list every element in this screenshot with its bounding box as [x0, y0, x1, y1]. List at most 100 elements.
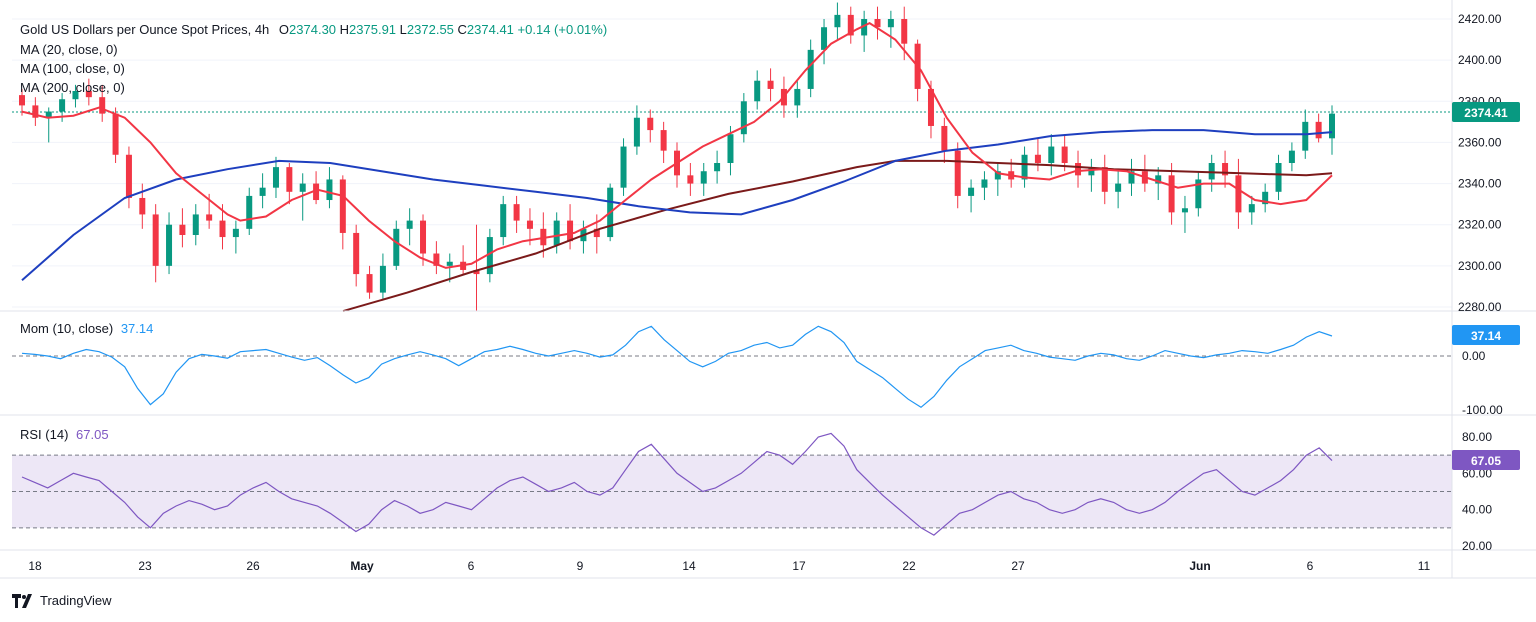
candle-body — [633, 117, 640, 147]
rsi-legend[interactable]: RSI (14) 67.05 — [20, 425, 109, 445]
candle-body — [72, 91, 79, 100]
candle-body — [85, 91, 92, 98]
candle-body — [620, 146, 627, 188]
ma20-legend[interactable]: MA (20, close, 0) — [20, 40, 118, 60]
candle-body — [473, 269, 480, 275]
candle-body — [567, 220, 574, 242]
time-tick-label: Jun — [1189, 559, 1210, 573]
candle-body — [1262, 191, 1269, 205]
candle-body — [754, 80, 761, 102]
candle-body — [152, 214, 159, 266]
candle-body — [99, 97, 106, 114]
candle-body — [433, 253, 440, 266]
ma200-label: MA (200, close, 0) — [20, 80, 125, 95]
candle-body — [861, 19, 868, 36]
tradingview-icon — [12, 593, 32, 608]
price-tick-label: 2280.00 — [1458, 300, 1502, 314]
candle-body — [1195, 179, 1202, 209]
candle-body — [954, 150, 961, 196]
candle-body — [981, 179, 988, 188]
ma100-line — [21, 129, 1333, 282]
candle-body — [1181, 208, 1188, 213]
ma200-legend[interactable]: MA (200, close, 0) — [20, 78, 125, 98]
candle-body — [313, 183, 320, 201]
rsi-value-badge: 67.05 — [1452, 450, 1520, 470]
time-tick-label: 14 — [682, 559, 696, 573]
open-value: 2374.30 — [289, 22, 337, 37]
ma100-label: MA (100, close, 0) — [20, 61, 125, 76]
candle-body — [821, 27, 828, 50]
candle-body — [553, 220, 560, 246]
price-axis[interactable]: 2420.002400.002380.002360.002340.002320.… — [1458, 12, 1503, 553]
time-tick-label: May — [350, 559, 374, 573]
time-tick-label: 22 — [902, 559, 916, 573]
candle-body — [714, 163, 721, 172]
candle-body — [847, 14, 854, 36]
rsi-tick-label: 80.00 — [1462, 430, 1492, 444]
price-tick-label: 2360.00 — [1458, 135, 1502, 149]
candle-body — [259, 187, 266, 196]
candle-body — [513, 204, 520, 221]
candle-body — [19, 95, 25, 106]
price-tick-label: 2320.00 — [1458, 218, 1502, 232]
time-axis[interactable]: 18 23 26 May 6 9 14 17 22 27 Jun 6 11 — [28, 559, 1430, 573]
candle-body — [192, 214, 199, 235]
candle-body — [32, 105, 39, 118]
last-price-badge-text: 2374.41 — [1464, 106, 1508, 120]
time-tick-label: 6 — [1307, 559, 1314, 573]
change-value: +0.14 (+0.01%) — [517, 22, 608, 37]
candle-body — [45, 111, 52, 118]
candle-body — [112, 113, 119, 155]
candle-body — [887, 19, 894, 28]
candle-body — [299, 183, 306, 192]
tradingview-logo[interactable]: TradingView — [12, 593, 112, 608]
rsi-tick-label: 40.00 — [1462, 503, 1492, 517]
candle-body — [486, 237, 493, 275]
ma200-line — [342, 159, 1333, 313]
mom-tick-label: -100.00 — [1462, 403, 1503, 417]
candle-body — [927, 88, 934, 126]
candle-body — [1248, 204, 1255, 213]
last-price-badge: 2374.41 — [1452, 102, 1520, 122]
candle-body — [1208, 163, 1215, 180]
candle-body — [1128, 171, 1135, 184]
candle-body — [901, 19, 908, 44]
close-label: C — [457, 22, 467, 37]
candle-body — [366, 274, 373, 293]
candle-body — [1061, 146, 1068, 163]
candle-body — [446, 261, 453, 266]
candle-body — [326, 179, 333, 201]
candle-body — [807, 49, 814, 89]
mom-line — [21, 325, 1333, 409]
candle-body — [1302, 121, 1309, 151]
candle-body — [272, 167, 279, 188]
candle-body — [379, 265, 386, 293]
candle-body — [968, 187, 975, 196]
time-tick-label: 18 — [28, 559, 42, 573]
candle-body — [1048, 146, 1055, 163]
mom-label: Mom (10, close) — [20, 321, 114, 336]
price-legend: Gold US Dollars per Ounce Spot Prices, 4… — [20, 20, 607, 40]
candle-body — [647, 117, 654, 131]
rsi-value: 67.05 — [76, 427, 109, 442]
candle-body — [727, 134, 734, 163]
candles-group — [19, 2, 1335, 312]
time-tick-label: 9 — [577, 559, 584, 573]
time-tick-label: 6 — [468, 559, 475, 573]
ma100-legend[interactable]: MA (100, close, 0) — [20, 59, 125, 79]
time-tick-label: 23 — [138, 559, 152, 573]
time-tick-label: 26 — [246, 559, 260, 573]
time-tick-label: 11 — [1418, 559, 1431, 573]
high-value: 2375.91 — [349, 22, 397, 37]
candle-body — [406, 220, 413, 229]
price-tick-label: 2400.00 — [1458, 53, 1502, 67]
candle-body — [1288, 150, 1295, 163]
rsi-label: RSI (14) — [20, 427, 69, 442]
price-tick-label: 2340.00 — [1458, 177, 1502, 191]
rsi-line — [21, 432, 1333, 536]
candle-body — [1235, 175, 1242, 213]
mom-legend[interactable]: Mom (10, close) 37.14 — [20, 319, 153, 339]
candle-body — [700, 171, 707, 184]
candle-body — [1088, 167, 1095, 176]
